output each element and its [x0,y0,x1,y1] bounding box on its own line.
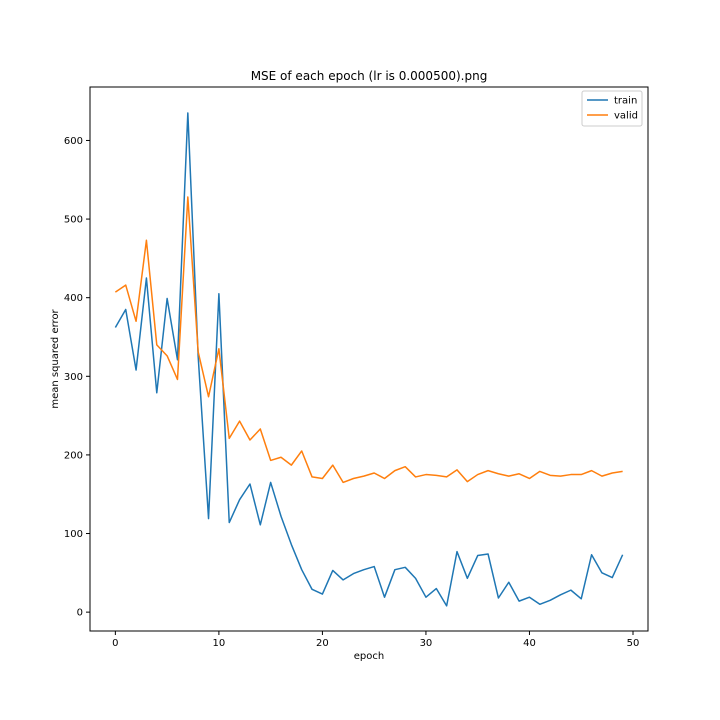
y-tick-label: 0 [77,608,83,619]
x-tick-label: 0 [112,638,118,649]
x-axis: 0 10 20 30 40 50 [112,631,639,649]
legend-label-valid: valid [614,111,638,122]
legend-label-train: train [614,96,637,107]
y-tick-label: 600 [64,136,83,147]
series-line-valid [114,196,623,484]
y-axis-label: mean squared error [50,308,61,408]
y-tick-label: 200 [64,450,83,461]
x-tick-label: 20 [316,638,329,649]
y-tick-label: 300 [64,372,83,383]
y-tick-label: 400 [64,293,83,304]
y-tick-label: 500 [64,215,83,226]
chart-title: MSE of each epoch (lr is 0.000500).png [251,69,488,83]
axes-frame [89,86,649,632]
y-axis: 0 100 200 300 400 500 600 [64,136,90,619]
x-tick-label: 10 [213,638,226,649]
y-tick-label: 100 [64,529,83,540]
x-tick-label: 50 [627,638,640,649]
series-line-train [114,112,624,607]
plot-area [114,112,624,607]
x-tick-label: 40 [523,638,536,649]
x-axis-label: epoch [354,651,384,662]
x-tick-label: 30 [420,638,433,649]
legend: train valid [581,90,643,127]
